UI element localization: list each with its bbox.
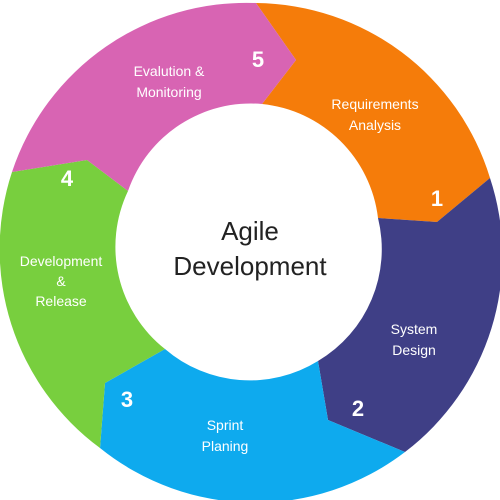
stage-1-number: 1 (431, 186, 443, 211)
center-title-line-2: Development (173, 251, 327, 281)
stage-5-label-line-1: Evalution & (134, 63, 205, 79)
stage-2-number: 2 (352, 396, 364, 421)
stage-5-label-line-2: Monitoring (136, 84, 201, 100)
stage-2-label-line-1: System (391, 321, 438, 337)
center-circle (120, 120, 376, 376)
center-title-line-1: Agile (221, 216, 279, 246)
stage-5-segment (12, 2, 296, 191)
stage-3-number: 3 (121, 387, 133, 412)
stage-4-segment (0, 160, 165, 448)
stage-4-number: 4 (61, 166, 74, 191)
stage-4-label-line-1: Development (20, 253, 103, 269)
stage-1-label-line-2: Analysis (349, 117, 401, 133)
stage-4-label-line-2: & (56, 273, 66, 289)
stage-2-label-line-2: Design (392, 342, 436, 358)
stage-3-label-line-2: Planing (202, 438, 249, 454)
stage-3-segment (100, 349, 405, 500)
stage-4-label-line-3: Release (35, 293, 87, 309)
stage-1-segment (256, 3, 490, 222)
stage-2-segment (318, 178, 500, 452)
stage-3-label-line-1: Sprint (207, 417, 244, 433)
stage-5-number: 5 (252, 47, 264, 72)
stage-1-label-line-1: Requirements (331, 96, 418, 112)
